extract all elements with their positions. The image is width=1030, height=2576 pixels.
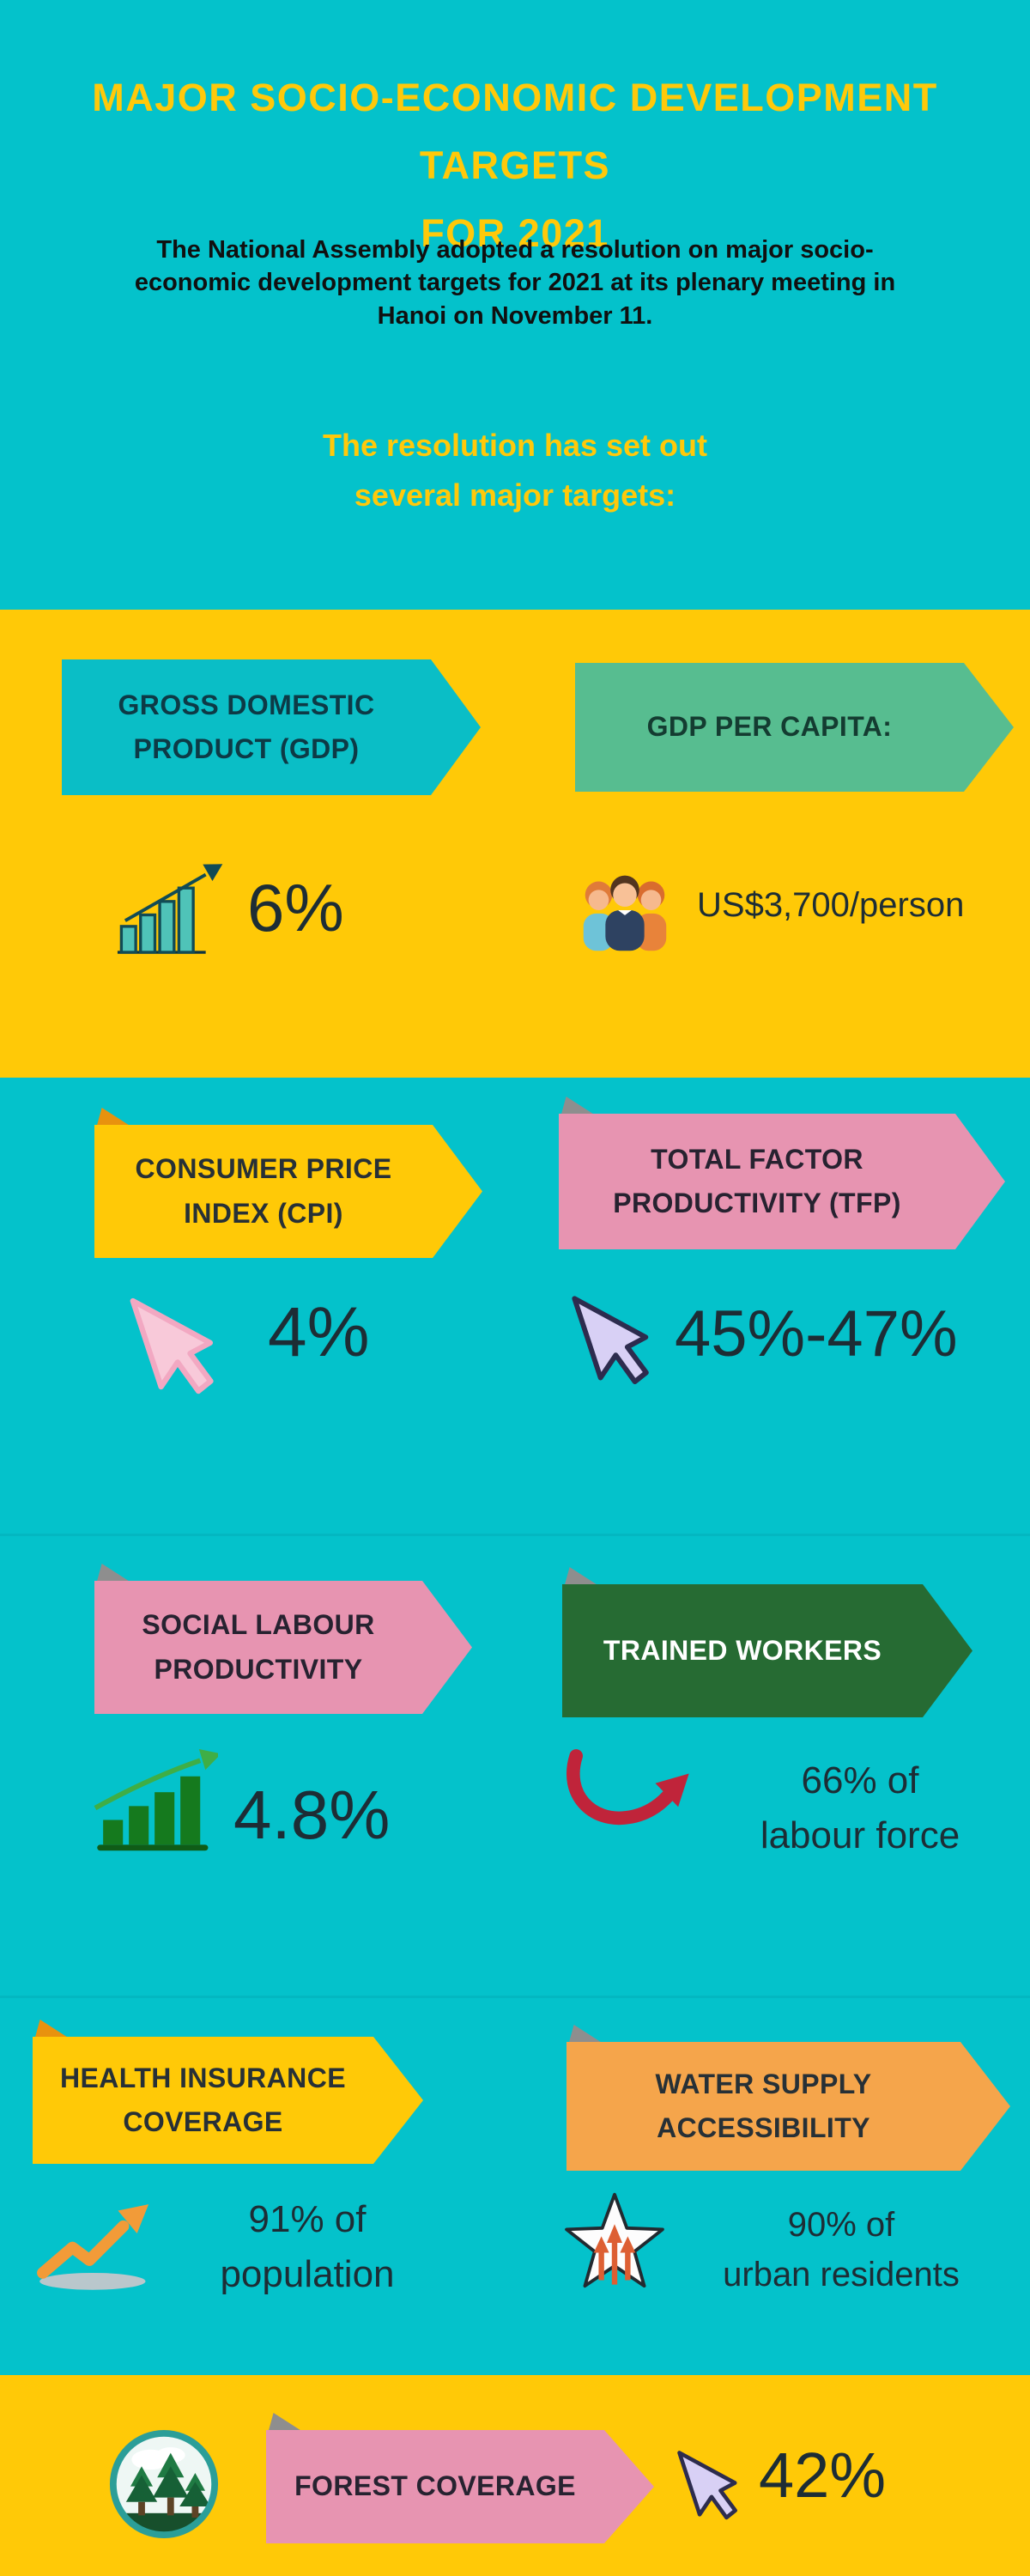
- trained-workers-value: 66% of labour force: [760, 1759, 960, 1856]
- gdp-label: GROSS DOMESTIC PRODUCT (GDP): [118, 689, 375, 764]
- cpi-banner: CONSUMER PRICE INDEX (CPI): [94, 1108, 482, 1258]
- social-labour-banner: SOCIAL LABOUR PRODUCTIVITY: [94, 1564, 472, 1714]
- health-insurance-label: HEALTH INSURANCE COVERAGE: [60, 2062, 346, 2137]
- forest-coverage-banner: FOREST COVERAGE: [266, 2413, 654, 2543]
- gdp-value: 6%: [247, 870, 344, 945]
- cursor-arrow-icon: [572, 1296, 649, 1385]
- tfp-label: TOTAL FACTOR PRODUCTIVITY (TFP): [613, 1143, 901, 1218]
- tfp-banner-shape: TOTAL FACTOR PRODUCTIVITY (TFP): [559, 1114, 1005, 1249]
- trained-workers-banner-shape: TRAINED WORKERS: [562, 1584, 972, 1717]
- people-icon: [583, 875, 667, 951]
- curved-arrow-icon: [566, 1749, 689, 1826]
- water-supply-label: WATER SUPPLY ACCESSIBILITY: [655, 2068, 872, 2143]
- health-insurance-banner-shape: HEALTH INSURANCE COVERAGE: [33, 2037, 423, 2164]
- health-insurance-value: 91% of population: [220, 2198, 395, 2295]
- social-labour-label: SOCIAL LABOUR PRODUCTIVITY: [142, 1609, 375, 1685]
- gdp-banner-shape: GROSS DOMESTIC PRODUCT (GDP): [62, 659, 481, 795]
- section-divider: [0, 1996, 1030, 1998]
- gdp-banner: GROSS DOMESTIC PRODUCT (GDP): [62, 659, 481, 795]
- water-supply-banner-shape: WATER SUPPLY ACCESSIBILITY: [566, 2042, 1010, 2171]
- water-supply-banner: WATER SUPPLY ACCESSIBILITY: [566, 2025, 1010, 2171]
- social-labour-value: 4.8%: [233, 1777, 391, 1853]
- bar-chart-icon: [117, 864, 223, 954]
- cpi-label: CONSUMER PRICE INDEX (CPI): [135, 1153, 392, 1229]
- forest-coverage-banner-shape: FOREST COVERAGE: [266, 2430, 654, 2543]
- gdp-per-capita-banner: GDP PER CAPITA:: [575, 663, 1014, 792]
- star-arrows-icon: [565, 2192, 664, 2288]
- section-divider: [0, 1534, 1030, 1536]
- social-labour-banner-shape: SOCIAL LABOUR PRODUCTIVITY: [94, 1581, 472, 1714]
- cursor-arrow-icon: [130, 1297, 214, 1394]
- intro-text: The resolution has set out several major…: [322, 428, 708, 513]
- header-background: [0, 0, 1030, 610]
- cpi-banner-shape: CONSUMER PRICE INDEX (CPI): [94, 1125, 482, 1258]
- gdp-per-capita-value: US$3,700/person: [697, 886, 965, 924]
- health-insurance-banner: HEALTH INSURANCE COVERAGE: [33, 2020, 423, 2164]
- trained-workers-label: TRAINED WORKERS: [603, 1634, 882, 1666]
- forest-coverage-value: 42%: [759, 2439, 887, 2511]
- subtitle: The National Assembly adopted a resoluti…: [134, 236, 896, 330]
- growth-bars-icon: [94, 1748, 218, 1851]
- gdp-per-capita-banner-shape: GDP PER CAPITA:: [575, 663, 1014, 792]
- tfp-value: 45%-47%: [675, 1297, 958, 1370]
- cpi-value: 4%: [268, 1293, 370, 1371]
- middle-sections-background: [0, 1078, 1030, 2375]
- cursor-arrow-icon: [677, 2451, 737, 2520]
- forest-badge-icon: [109, 2429, 219, 2539]
- trend-up-icon: [37, 2204, 149, 2290]
- tfp-banner: TOTAL FACTOR PRODUCTIVITY (TFP): [559, 1097, 1005, 1249]
- forest-coverage-label: FOREST COVERAGE: [294, 2470, 576, 2502]
- water-supply-value: 90% of urban residents: [723, 2206, 960, 2293]
- page-title: MAJOR SOCIO-ECONOMIC DEVELOPMENT TARGETS…: [92, 76, 938, 255]
- gdp-per-capita-label: GDP PER CAPITA:: [646, 711, 893, 743]
- trained-workers-banner: TRAINED WORKERS: [562, 1567, 972, 1717]
